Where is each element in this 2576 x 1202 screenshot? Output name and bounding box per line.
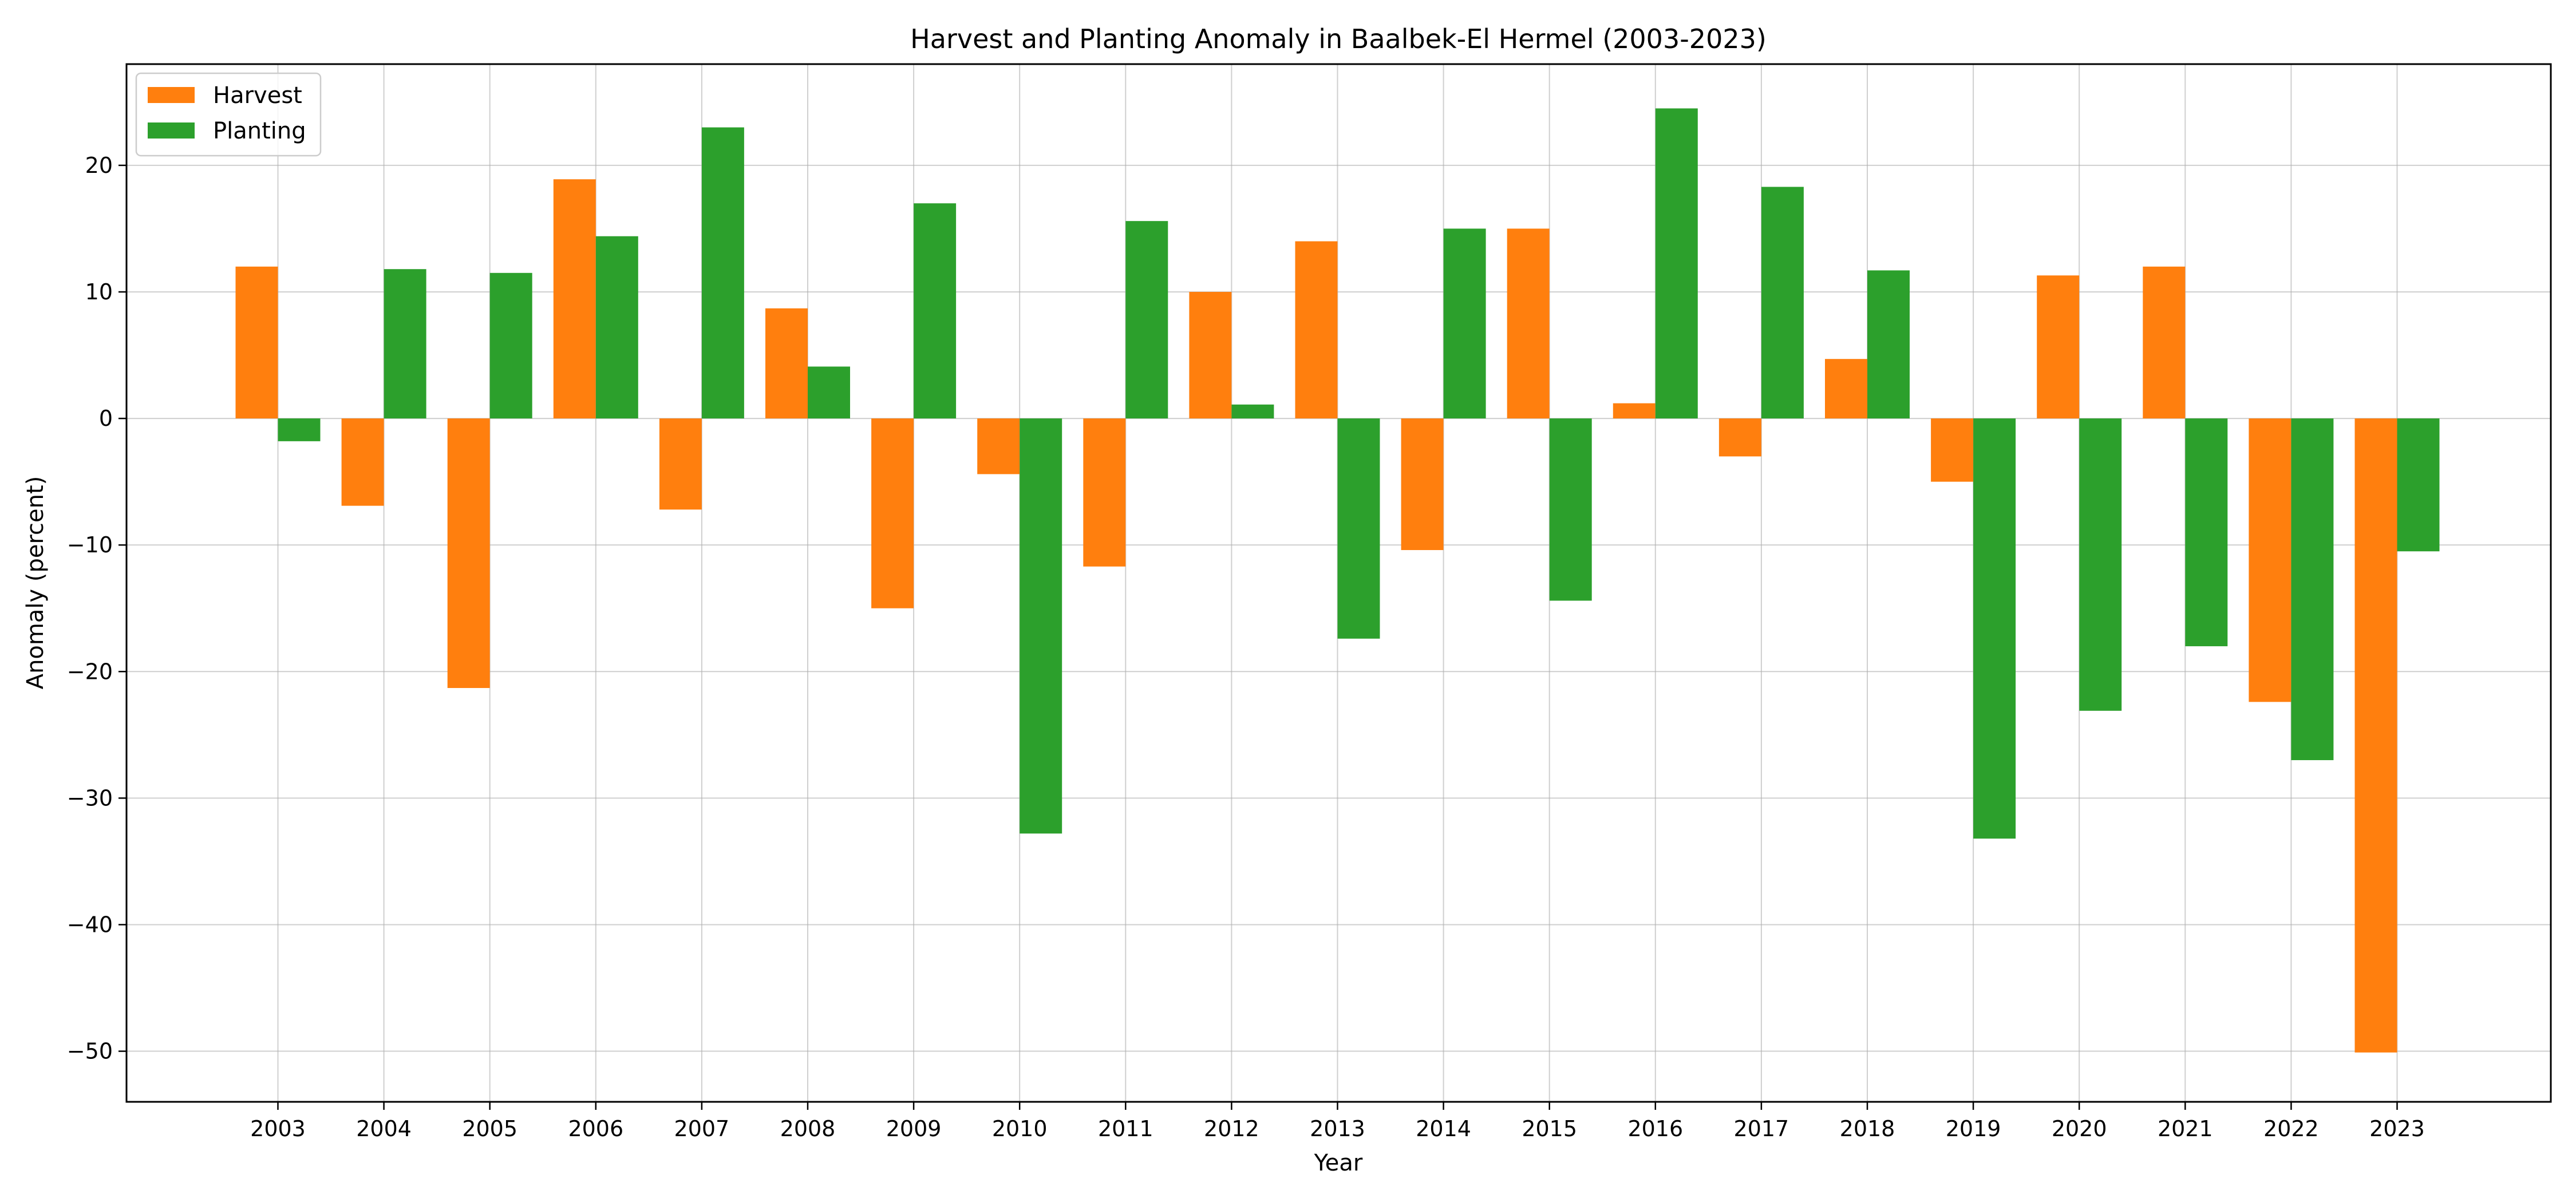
bar-harvest-2015 [1507, 228, 1550, 419]
plot-frame [125, 63, 2552, 1103]
x-tick-label: 2016 [1627, 1116, 1683, 1141]
legend-label-planting: Planting [213, 118, 306, 144]
legend-swatch-planting [148, 122, 195, 139]
y-tick-label: 0 [99, 406, 113, 431]
bar-harvest-2006 [553, 179, 596, 419]
bar-harvest-2020 [2037, 275, 2080, 419]
bar-planting-2015 [1549, 418, 1592, 601]
y-tick-label: −10 [67, 532, 113, 557]
bar-planting-2004 [384, 269, 426, 419]
bar-planting-2019 [1973, 418, 2016, 839]
y-axis-ticks: 20 10 0 −10 −20 −30 −40 −50 [67, 153, 127, 1064]
x-tick-label: 2019 [1946, 1116, 2001, 1141]
bar-harvest-2013 [1295, 241, 1338, 419]
legend-label-harvest: Harvest [213, 82, 302, 109]
y-tick-label: −20 [67, 659, 113, 684]
bar-planting-2014 [1443, 228, 1486, 419]
x-axis-ticks: 2003 2004 2005 2006 2007 2008 2009 2010 2011 2012… [250, 1102, 2425, 1141]
x-tick-label: 2003 [250, 1116, 306, 1141]
bar-harvest-2022 [2249, 418, 2291, 702]
x-tick-label: 2007 [674, 1116, 730, 1141]
x-tick-label: 2010 [992, 1116, 1048, 1141]
bar-harvest-2005 [447, 418, 490, 689]
bar-harvest-2009 [871, 418, 914, 608]
bar-harvest-2018 [1825, 359, 1867, 419]
bar-planting-2010 [1020, 418, 1062, 834]
bar-planting-2007 [701, 127, 744, 419]
bar-harvest-2014 [1401, 418, 1444, 551]
bar-planting-2016 [1655, 108, 1698, 419]
bar-planting-2008 [808, 366, 850, 419]
bar-harvest-2007 [659, 418, 702, 510]
legend-swatch-harvest [148, 87, 195, 103]
bar-harvest-2010 [977, 418, 1020, 475]
x-tick-label: 2023 [2369, 1116, 2425, 1141]
bar-harvest-2004 [341, 418, 384, 506]
bar-planting-2011 [1125, 221, 1168, 419]
bar-planting-2020 [2079, 418, 2122, 711]
bar-planting-2009 [914, 203, 957, 419]
bar-planting-2013 [1337, 418, 1380, 639]
bar-planting-2012 [1231, 404, 1274, 419]
y-tick-label: 20 [85, 153, 113, 178]
bar-harvest-2016 [1613, 403, 1656, 419]
y-tick-label: −40 [67, 912, 113, 937]
bar-planting-2018 [1867, 270, 1910, 419]
bar-planting-2003 [278, 418, 321, 441]
bar-harvest-2003 [235, 266, 278, 419]
bar-planting-2023 [2397, 418, 2440, 552]
bar-planting-2021 [2185, 418, 2228, 647]
x-tick-label: 2004 [356, 1116, 412, 1141]
x-tick-label: 2014 [1416, 1116, 1471, 1141]
x-tick-label: 2009 [886, 1116, 942, 1141]
bars [235, 108, 2440, 1053]
x-tick-label: 2022 [2263, 1116, 2319, 1141]
x-tick-label: 2015 [1522, 1116, 1577, 1141]
bar-planting-2022 [2291, 418, 2334, 761]
x-axis-label: Year [1314, 1150, 1363, 1176]
x-tick-label: 2013 [1310, 1116, 1365, 1141]
x-tick-label: 2020 [2052, 1116, 2107, 1141]
bar-harvest-2021 [2143, 266, 2186, 419]
x-tick-label: 2021 [2158, 1116, 2213, 1141]
x-tick-label: 2012 [1204, 1116, 1259, 1141]
bar-planting-2005 [489, 272, 532, 419]
bar-planting-2006 [595, 236, 638, 419]
y-tick-label: −50 [67, 1039, 113, 1064]
chart-title: Harvest and Planting Anomaly in Baalbek-… [910, 23, 1767, 54]
legend: Harvest Planting [135, 72, 322, 157]
x-tick-label: 2008 [780, 1116, 836, 1141]
y-tick-label: 10 [85, 279, 113, 305]
x-tick-label: 2006 [568, 1116, 623, 1141]
bar-planting-2017 [1761, 187, 1804, 419]
bar-harvest-2023 [2354, 418, 2397, 1053]
bar-harvest-2008 [765, 308, 808, 419]
bar-harvest-2012 [1189, 291, 1232, 419]
x-tick-label: 2018 [1840, 1116, 1895, 1141]
x-tick-label: 2017 [1734, 1116, 1789, 1141]
y-tick-label: −30 [67, 785, 113, 810]
x-tick-label: 2011 [1098, 1116, 1153, 1141]
bar-harvest-2019 [1931, 418, 1974, 482]
x-tick-label: 2005 [462, 1116, 517, 1141]
bar-harvest-2011 [1083, 418, 1126, 567]
y-axis-label: Anomaly (percent) [22, 476, 49, 690]
bar-harvest-2017 [1718, 418, 1761, 457]
